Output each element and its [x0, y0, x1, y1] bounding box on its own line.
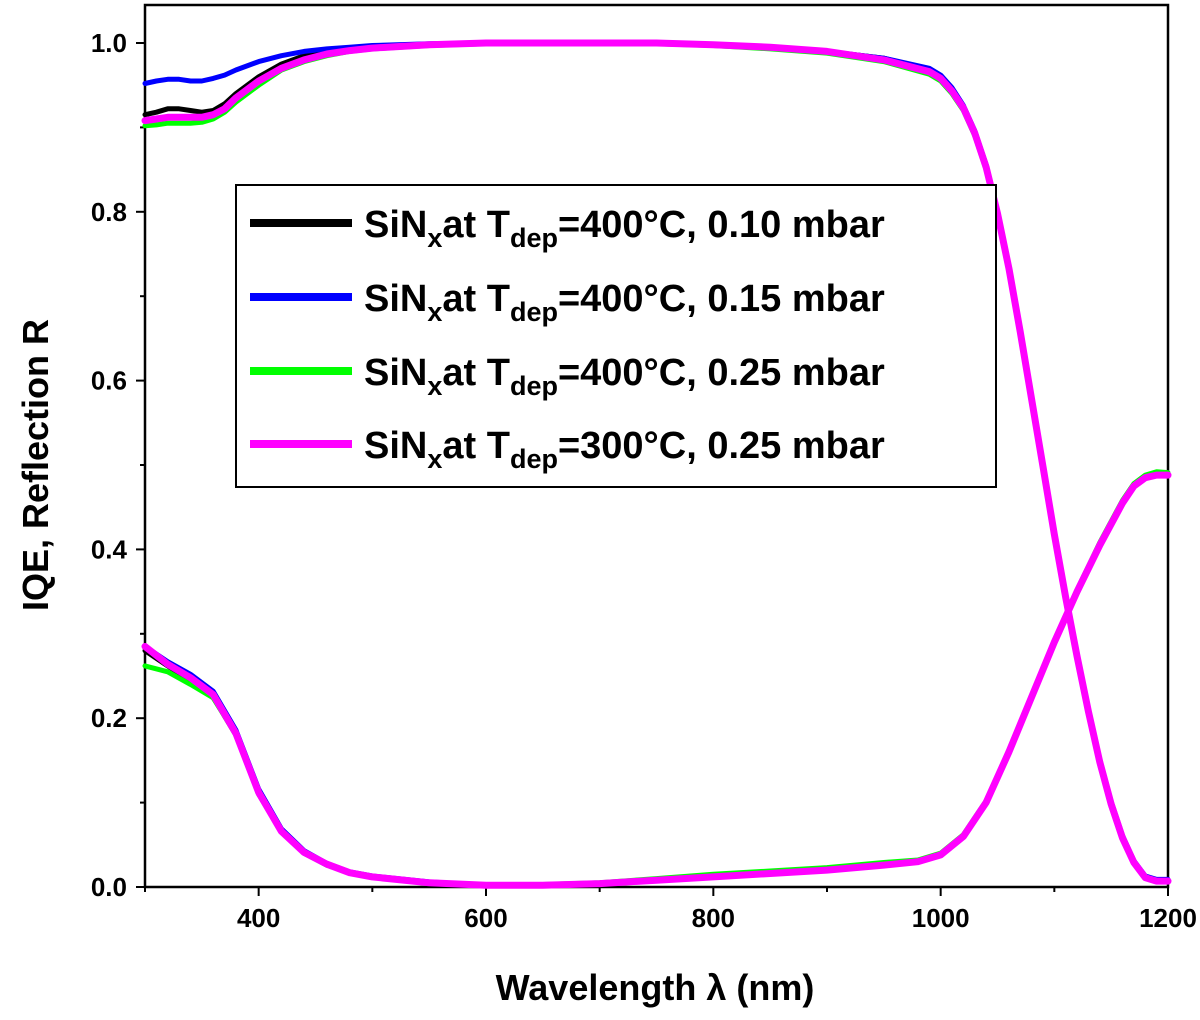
legend-box	[235, 184, 997, 488]
legend: SiNxat Tdep=400°C, 0.10 mbar SiNxat Tdep=…	[235, 184, 997, 488]
x-axis-title: Wavelength λ (nm)	[496, 967, 815, 1008]
legend-label: SiNxat Tdep=400°C, 0.25 mbar	[364, 352, 885, 401]
y-tick-label: 0.2	[91, 703, 127, 733]
series-line-iqe	[141, 39, 1172, 885]
x-tick-label: 1000	[912, 903, 970, 933]
y-axis-title: IQE, Reflection R	[15, 319, 56, 611]
series-line-reflection	[141, 471, 1172, 889]
series-line-reflection	[142, 472, 1171, 888]
y-tick-label: 0.6	[91, 366, 127, 396]
plot-frame	[143, 3, 1170, 889]
y-tick-label: 1.0	[91, 28, 127, 58]
x-tick-label: 800	[692, 903, 735, 933]
y-tick-label: 0.4	[91, 534, 128, 564]
y-tick-label: 0.0	[91, 872, 127, 902]
series-line-reflection	[142, 472, 1171, 888]
x-tick-label: 600	[464, 903, 507, 933]
plot-area	[141, 39, 1172, 889]
legend-label: SiNxat Tdep=400°C, 0.15 mbar	[364, 278, 885, 327]
y-tick-label: 0.8	[91, 197, 127, 227]
x-tick-label: 400	[237, 903, 280, 933]
axes: 400 600 800 1000 1200 0.0 0.2 0.4 0.6 0.8 1.0	[91, 3, 1197, 933]
legend-label: SiNxat Tdep=400°C, 0.10 mbar	[364, 204, 885, 253]
x-tick-label: 1200	[1139, 903, 1197, 933]
series-line-reflection	[142, 469, 1171, 888]
legend-label: SiNxat Tdep=300°C, 0.25 mbar	[364, 425, 885, 474]
